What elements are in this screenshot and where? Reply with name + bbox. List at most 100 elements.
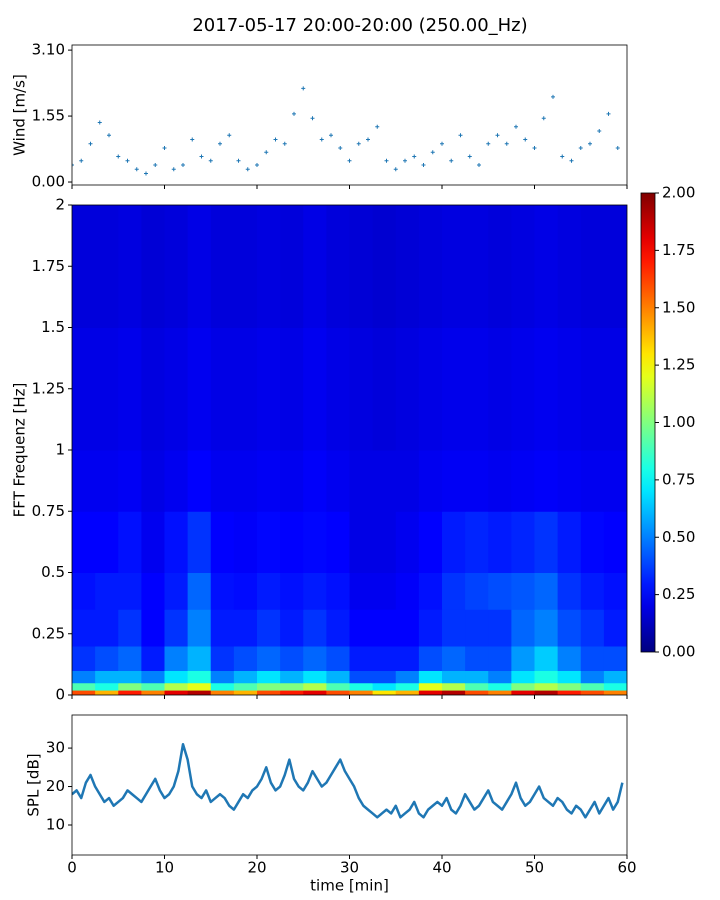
heat-cell [418,646,443,671]
point [162,145,167,150]
heat-cell [280,327,304,451]
heat-cell [580,670,605,684]
heat-cell [442,609,466,647]
heat-cell [418,450,443,512]
heat-cell [580,690,605,695]
point [319,137,324,142]
point [116,154,121,159]
point [282,141,287,146]
heat-cell [326,670,350,684]
heat-cell [257,511,281,573]
heat-cell [95,682,119,691]
heat-cell [210,327,235,451]
heat-cell [534,646,559,671]
point [125,158,130,163]
heat-cell [326,690,350,695]
heat-cell [303,690,327,695]
point [569,158,574,163]
heat-cell [257,690,281,695]
heat-cell [465,690,489,695]
heat-cell [557,682,582,691]
heat-cell [257,327,281,451]
heat-cell [488,327,512,451]
point [218,141,222,146]
heat-cell [395,327,420,451]
heat-cell [326,511,350,573]
heat-cell [164,682,189,691]
heat-cell [372,682,397,691]
point [236,158,241,163]
x-axis-label: time [min] [310,877,389,895]
heat-cell [442,327,466,451]
heat-cell [164,450,189,512]
heat-cell [372,670,397,684]
heat-cell [118,690,142,695]
heat-cell [233,690,258,695]
heat-cell [118,646,142,671]
heat-cell [511,205,535,328]
heat-cell [303,670,327,684]
y-tick-label: 30 [46,739,65,757]
point [171,167,176,172]
heat-cell [395,690,420,695]
heat-cell [418,609,443,647]
heat-cell [349,327,374,451]
heat-cell [141,670,165,684]
heat-cell [95,690,119,695]
plot-area [72,86,620,176]
heat-cell [488,450,512,512]
heat-cell [557,690,582,695]
heat-cell [164,511,189,573]
heat-cell [164,670,189,684]
y-tick-label: 0 [55,686,65,704]
heat-cell [349,572,374,610]
heat-cell [303,511,327,573]
heat-cell [488,205,512,328]
heat-cell [418,327,443,451]
heat-cell [511,682,535,691]
heat-cell [118,450,142,512]
heat-cell [187,682,212,691]
heat-cell [488,682,512,691]
y-tick-label: 1.25 [32,379,65,397]
x-tick-label: 20 [247,859,266,877]
heat-cell [210,682,235,691]
heat-cell [141,327,165,451]
y-axis-label: Wind [m/s] [11,74,29,156]
point [329,133,333,138]
point [560,154,565,159]
heat-cell [603,572,627,610]
y-tick-label: 2 [55,196,65,214]
heat-cell [465,572,489,610]
point [551,94,555,99]
colorbar-tick-label: 1.75 [662,241,695,259]
y-tick-label: 1 [55,441,65,459]
heat-cell [534,572,559,610]
spl-line [72,742,624,819]
plot-area [72,742,624,819]
heat-cell [557,609,582,647]
y-tick-label: 0.5 [41,563,65,581]
heat-cell [465,327,489,451]
heat-cell [187,572,212,610]
heat-cell [349,670,374,684]
heat-cell [326,450,350,512]
heat-cell [395,572,420,610]
heat-cell [580,327,605,451]
heat-cell [257,572,281,610]
heat-cell [187,609,212,647]
heat-cell [303,646,327,671]
point [79,158,84,163]
heat-cell [603,690,627,695]
heat-cell [118,205,142,328]
heat-cell [233,511,258,573]
heat-cell [442,646,466,671]
heat-cell [511,450,535,512]
colorbar-tick-label: 2.00 [662,184,695,202]
heat-cell [488,572,512,610]
heat-cell [95,205,119,328]
heat-cell [395,670,420,684]
heat-cell [72,327,96,451]
